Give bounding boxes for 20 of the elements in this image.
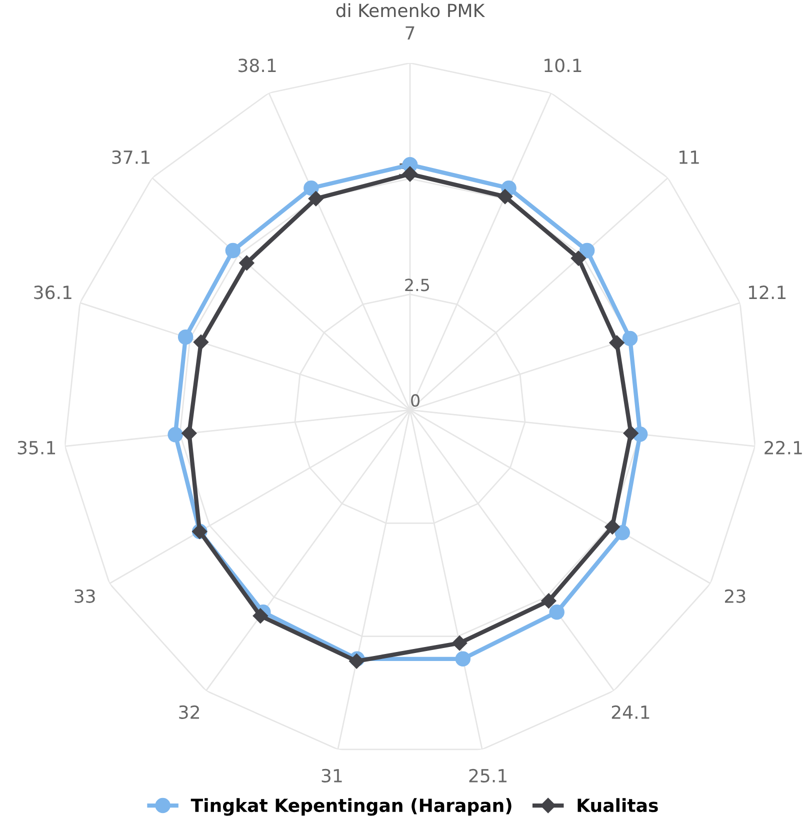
- chart-title: di Kemenko PMK: [336, 3, 486, 18]
- spoke-label: 11: [680, 150, 699, 164]
- spoke-label: 24.1: [612, 705, 650, 719]
- spoke-label: 37.1: [112, 150, 150, 164]
- spoke-label: 33: [74, 589, 95, 603]
- spoke-label: 36.1: [34, 286, 72, 300]
- spoke-label: 25.1: [469, 768, 506, 783]
- spoke-label: 22.1: [764, 440, 802, 454]
- spoke-label: 32: [179, 705, 199, 719]
- spoke-label: 12.1: [748, 286, 786, 299]
- y-tick-label: 2.5: [405, 278, 429, 292]
- spoke-label: 31: [322, 768, 342, 783]
- legend-label: Tingkat Kepentingan (Harapan): [190, 798, 512, 816]
- spoke-label: 10.1: [544, 58, 582, 72]
- spoke-label: 35.1: [18, 440, 56, 454]
- spoke-label: 38.1: [238, 58, 276, 72]
- spoke-label: 7: [406, 26, 414, 40]
- y-tick-label: 0: [411, 394, 420, 407]
- spoke-label: 23: [725, 589, 746, 603]
- legend-label: Kualitas: [578, 798, 658, 812]
